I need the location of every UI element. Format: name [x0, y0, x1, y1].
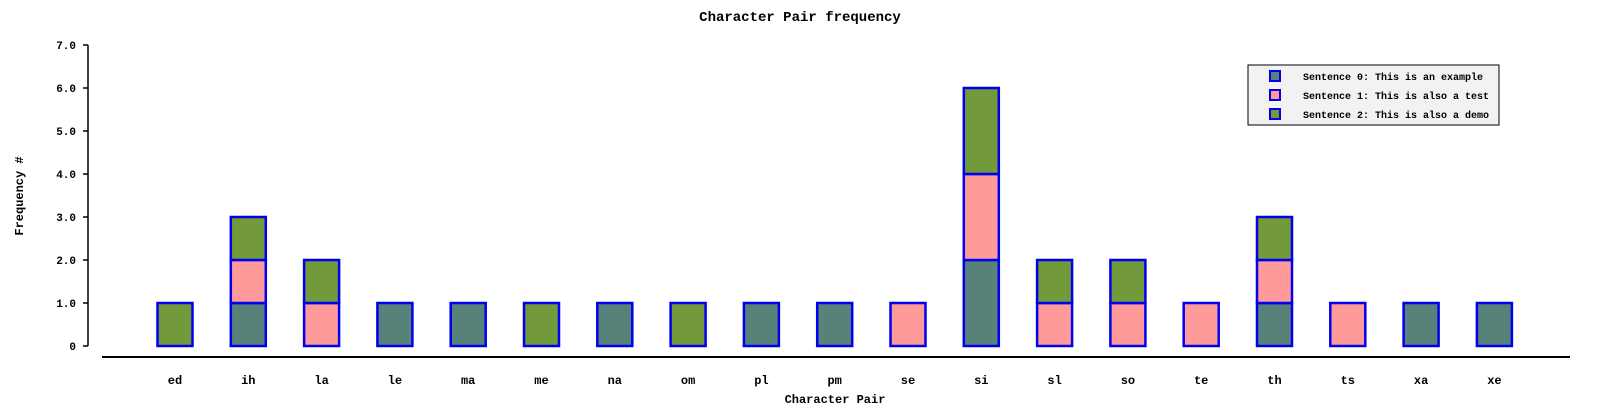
x-tick-label-se: se	[901, 374, 915, 388]
x-tick-label-om: om	[681, 374, 695, 388]
bar-segment-ih-series-0	[229, 301, 268, 348]
x-tick-label-th: th	[1267, 374, 1281, 388]
bar-segment-xa-series-0	[1402, 301, 1440, 348]
x-axis-label: Character Pair	[785, 393, 886, 407]
x-tick-label-ma: ma	[461, 374, 475, 388]
bar-segment-si-series-1	[962, 172, 1001, 262]
legend-swatch-2	[1269, 108, 1281, 120]
legend: Sentence 0: This is an example Sentence 1…	[1247, 64, 1500, 126]
legend-box	[1247, 64, 1500, 126]
y-axis-label: Frequency #	[13, 156, 27, 235]
y-tick-label: 0	[69, 342, 76, 354]
legend-label-0: Sentence 0: This is an example	[1303, 72, 1483, 84]
bar-segment-me-series-2	[522, 301, 561, 348]
bar-segment-le-series-0	[376, 301, 414, 348]
x-tick-label-pl: pl	[754, 374, 768, 388]
x-tick-label-la: la	[314, 374, 328, 388]
x-tick-label-na: na	[608, 374, 622, 388]
y-tick-label: 2.0	[56, 256, 76, 268]
chart-title: Character Pair frequency	[699, 10, 901, 26]
y-tick-label: 6.0	[56, 84, 76, 96]
bar-segment-th-series-1	[1255, 258, 1294, 305]
x-tick-label-le: le	[388, 374, 402, 388]
bar-segment-la-series-2	[302, 258, 341, 305]
legend-swatch-0	[1269, 70, 1281, 82]
x-tick-label-xa: xa	[1414, 374, 1428, 388]
x-tick-label-so: so	[1121, 374, 1135, 388]
x-tick-label-te: te	[1194, 374, 1208, 388]
bar-segment-so-series-1	[1109, 301, 1147, 348]
x-tick-label-me: me	[534, 374, 548, 388]
x-tick-label-pm: pm	[827, 374, 841, 388]
bar-segment-om-series-2	[669, 301, 707, 348]
x-tick-label-ih: ih	[241, 374, 255, 388]
bar-segment-sl-series-2	[1035, 258, 1074, 305]
y-tick-label: 7.0	[56, 41, 76, 53]
x-tick-label-sl: sl	[1047, 374, 1061, 388]
y-tick-label: 5.0	[56, 127, 76, 139]
y-tick-label: 1.0	[56, 299, 76, 311]
x-tick-label-si: si	[974, 374, 988, 388]
bar-segment-pl-series-0	[742, 301, 781, 348]
bar-segment-th-series-0	[1255, 301, 1294, 348]
bar-segment-so-series-2	[1109, 258, 1147, 305]
bar-segment-ts-series-1	[1329, 301, 1367, 348]
bar-segment-si-series-0	[962, 258, 1001, 348]
bar-segment-pm-series-0	[815, 301, 854, 348]
bar-segment-la-series-1	[302, 301, 341, 348]
x-tick-label-ed: ed	[168, 374, 182, 388]
y-tick-label: 4.0	[56, 170, 76, 182]
legend-label-2: Sentence 2: This is also a demo	[1303, 110, 1489, 122]
legend-label-1: Sentence 1: This is also a test	[1303, 91, 1489, 103]
x-tick-label-xe: xe	[1487, 374, 1501, 388]
bar-segment-xe-series-0	[1475, 301, 1514, 348]
y-ticks: 0 1.0 2.0 3.0 4.0 5.0 6.0 7.0	[56, 41, 88, 354]
y-tick-label: 3.0	[56, 213, 76, 225]
bars	[156, 86, 1514, 348]
bar-segment-ed-series-2	[156, 301, 194, 348]
bar-segment-ih-series-1	[229, 258, 268, 305]
bar-segment-te-series-1	[1182, 301, 1220, 348]
bar-segment-sl-series-1	[1035, 301, 1074, 348]
bar-segment-ih-series-2	[229, 215, 268, 262]
x-tick-label-ts: ts	[1341, 374, 1355, 388]
x-ticks: ed ih la le ma me na om pl pm se si sl so te th ts xa xe	[168, 374, 1502, 388]
bar-segment-na-series-0	[596, 301, 634, 348]
legend-swatch-1	[1269, 89, 1281, 101]
bar-segment-se-series-1	[889, 301, 927, 348]
bar-segment-si-series-2	[962, 86, 1001, 176]
bar-segment-th-series-2	[1255, 215, 1294, 262]
bar-segment-ma-series-0	[449, 301, 487, 348]
